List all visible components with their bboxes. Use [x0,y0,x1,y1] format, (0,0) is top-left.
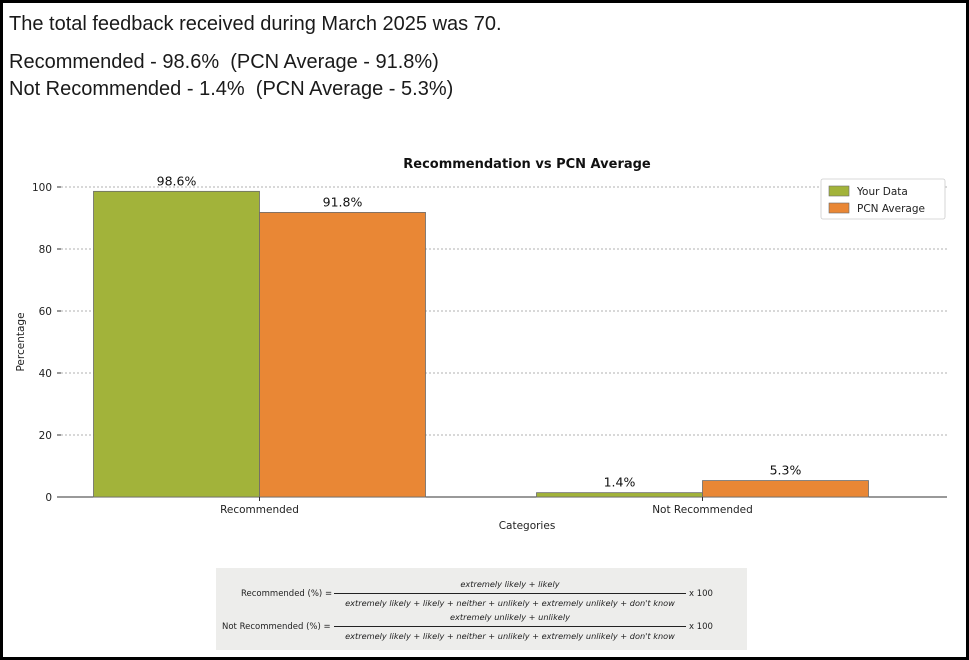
y-tick-label: 100 [32,182,52,194]
legend-swatch [828,202,850,214]
recommended-summary: Recommended - 98.6% (PCN Average - 91.8%… [9,51,439,73]
bar [259,212,426,498]
y-tick-label: 60 [39,306,52,318]
formula-box: Recommended (%) = extremely likely + lik… [216,568,747,650]
x-axis-label: Categories [499,520,556,532]
formula-denominator: extremely likely + likely + neither + un… [345,631,675,641]
x-tick-label: Not Recommended [652,504,753,516]
chart-title: Recommendation vs PCN Average [403,157,651,172]
y-axis-label: Percentage [15,312,27,371]
bar-data-label: 98.6% [157,173,197,188]
formula-label: Not Recommended (%) = [222,622,331,632]
bar-data-label: 91.8% [323,194,363,209]
legend-swatch [828,185,850,197]
bar [702,480,869,498]
fraction-bar [334,626,686,627]
legend-box [820,178,946,220]
legend-label: PCN Average [857,203,925,215]
not-recommended-summary: Not Recommended - 1.4% (PCN Average - 5.… [9,78,454,100]
formula-denominator: extremely likely + likely + neither + un… [345,598,675,608]
x-tick-label: Recommended [220,504,299,516]
y-tick-label: 40 [39,368,52,380]
recommendation-chart: Recommendation vs PCN Average 0 20 40 60 80 10… [15,157,947,532]
bar [536,492,703,498]
formula-label: Recommended (%) = [241,589,333,599]
legend-label: Your Data [856,186,908,198]
bar-data-label: 5.3% [770,463,802,478]
fraction-bar [334,593,686,594]
y-tick-label: 20 [39,430,52,442]
bar [93,190,260,498]
formula-numerator: extremely likely + likely [460,579,560,589]
formula-recommended: Recommended (%) = extremely likely + lik… [216,579,747,613]
formula-not-recommended: Not Recommended (%) = extremely unlikely… [216,612,747,646]
formula-multiplier: x 100 [689,589,713,599]
bar-data-label: 1.4% [604,475,636,490]
y-tick-label: 0 [45,492,52,504]
formula-multiplier: x 100 [689,622,713,632]
y-tick-label: 80 [39,244,52,256]
formula-numerator: extremely unlikely + unlikely [450,612,570,622]
total-feedback-text: The total feedback received during March… [9,13,502,35]
